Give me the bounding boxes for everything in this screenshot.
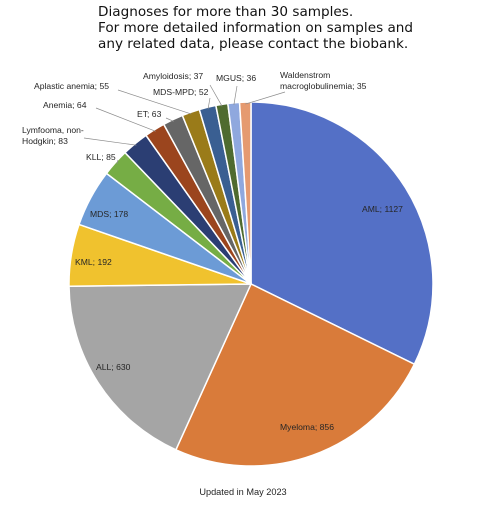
leader-line-mgus — [233, 85, 238, 105]
slice-label-line: macroglobulinemia; 35 — [280, 81, 367, 91]
slice-label-line: Waldenstrom — [280, 70, 330, 80]
pie-slice-myeloma — [174, 282, 416, 467]
slice-label-et: ET; 63 — [137, 109, 162, 119]
slice-label-waldenstrom-macroglobulinemia: Waldenstrom macroglobulinemia; 35 — [280, 70, 367, 91]
leader-line-mds-mpd — [207, 97, 211, 110]
leader-line-anemia — [95, 107, 156, 132]
slice-label-line: Hodgkin; 83 — [22, 136, 68, 146]
slice-label-anemia: Anemia; 64 — [43, 100, 87, 110]
slice-label-line: Lymfooma, non- — [22, 125, 84, 135]
slice-label-amyloidosis: Amyloidosis; 37 — [143, 71, 203, 81]
slice-label-aplastic-anemia: Aplastic anemia; 55 — [34, 81, 109, 91]
slice-label-kml: KML; 192 — [75, 257, 112, 267]
slice-label-aml: AML; 1127 — [362, 204, 403, 214]
pie-slices — [68, 101, 434, 467]
leader-line-aplastic-anemia — [117, 89, 192, 115]
leader-line-amyloidosis — [209, 84, 223, 107]
slice-label-all: ALL; 630 — [96, 362, 131, 372]
slice-label-myeloma: Myeloma; 856 — [280, 422, 334, 432]
slice-label-mds-mpd: MDS-MPD; 52 — [153, 87, 209, 97]
slice-label-lymfooma-non-hodgkin: Lymfooma, non-Hodgkin; 83 — [22, 125, 84, 146]
title-line-2: For more detailed information on samples… — [98, 20, 413, 36]
title-line-1: Diagnoses for more than 30 samples. — [98, 4, 353, 20]
pie-slice-all — [68, 283, 253, 451]
leader-line-et — [165, 117, 174, 122]
slice-labels: AML; 1127 Myeloma; 856 ALL; 630 KML; 192 MDS… — [22, 70, 403, 432]
title-line-3: any related data, please contact the bio… — [98, 36, 408, 52]
slice-label-mgus: MGUS; 36 — [216, 73, 256, 83]
slice-label-mds: MDS; 178 — [90, 209, 128, 219]
pie-slice-aml — [250, 101, 434, 366]
footer-note: Updated in May 2023 — [199, 487, 286, 497]
leader-line-lymfooma-non-hodgkin — [83, 137, 137, 146]
label-leader-lines — [83, 84, 286, 165]
slice-label-kll: KLL; 85 — [86, 152, 116, 162]
leader-line-waldenstrom-macroglobulinemia — [245, 91, 286, 105]
leader-line-kll — [116, 159, 119, 165]
